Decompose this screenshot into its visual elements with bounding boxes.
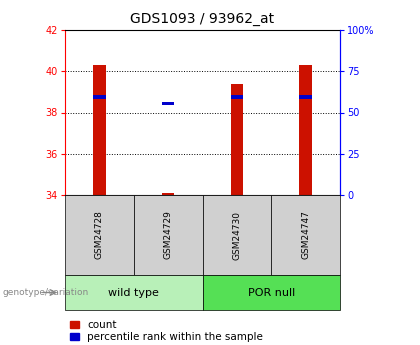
Bar [93, 95, 105, 99]
Text: GSM24729: GSM24729 [164, 210, 173, 259]
Legend: count, percentile rank within the sample: count, percentile rank within the sample [70, 320, 263, 342]
Bar [231, 83, 243, 195]
Bar [231, 95, 243, 99]
Text: GSM24730: GSM24730 [232, 210, 241, 259]
Text: genotype/variation: genotype/variation [2, 288, 88, 297]
Bar [299, 65, 312, 195]
Bar [65, 275, 202, 310]
Bar [162, 193, 174, 195]
Text: GSM24728: GSM24728 [95, 210, 104, 259]
Bar [202, 195, 271, 275]
Text: POR null: POR null [248, 287, 295, 297]
Bar [93, 65, 105, 195]
Title: GDS1093 / 93962_at: GDS1093 / 93962_at [131, 12, 275, 26]
Bar [271, 195, 340, 275]
Bar [134, 195, 202, 275]
Bar [299, 95, 312, 99]
Bar [65, 195, 134, 275]
Bar [162, 101, 174, 105]
Bar [202, 275, 340, 310]
Text: GSM24747: GSM24747 [301, 210, 310, 259]
Text: wild type: wild type [108, 287, 159, 297]
